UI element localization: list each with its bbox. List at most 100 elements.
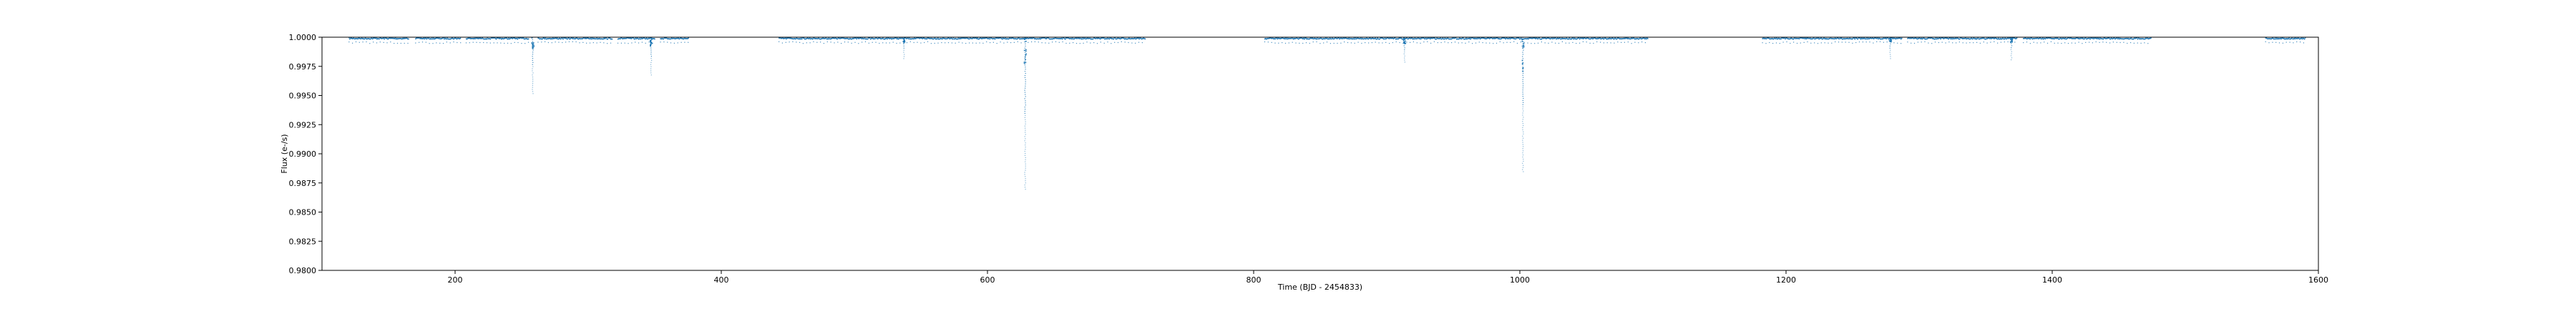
flux-point	[909, 38, 911, 40]
flux-point	[1513, 38, 1516, 39]
flux-point	[2120, 38, 2122, 39]
flux-point	[2084, 37, 2086, 39]
flux-point	[1397, 38, 1399, 40]
flux-point	[2290, 38, 2291, 40]
flux-point	[628, 37, 630, 39]
flux-point	[668, 38, 670, 39]
flux-point	[1378, 42, 1380, 44]
flux-point	[1851, 38, 1853, 40]
flux-point	[400, 38, 402, 39]
flux-point	[2093, 38, 2094, 40]
flux-point	[927, 41, 929, 42]
flux-point	[1380, 37, 1382, 39]
flux-point	[1025, 157, 1026, 158]
flux-point	[2102, 38, 2104, 40]
flux-point	[1445, 38, 1448, 40]
flux-point	[891, 38, 893, 40]
flux-point	[1005, 37, 1006, 39]
flux-point	[1516, 42, 1518, 44]
flux-point	[1025, 188, 1026, 190]
flux-point	[1933, 38, 1934, 39]
flux-point	[1267, 37, 1269, 39]
flux-point	[538, 37, 540, 39]
flux-point	[1875, 37, 1877, 39]
flux-point	[1865, 37, 1868, 39]
flux-point	[383, 37, 384, 39]
flux-point	[1865, 41, 1867, 43]
flux-point	[1936, 38, 1937, 40]
flux-point	[1008, 38, 1009, 40]
flux-point	[1510, 41, 1511, 43]
flux-point	[1504, 37, 1506, 39]
flux-point	[1406, 37, 1407, 39]
flux-point	[493, 37, 495, 39]
flux-point	[1131, 38, 1132, 39]
flux-point	[681, 38, 683, 39]
flux-point	[1285, 38, 1287, 40]
flux-point	[640, 37, 643, 39]
flux-point	[854, 37, 856, 39]
flux-point	[2129, 38, 2130, 39]
flux-point	[1898, 37, 1900, 39]
flux-point	[1554, 37, 1556, 39]
flux-point	[490, 37, 492, 39]
flux-point	[1053, 38, 1055, 39]
flux-point	[1017, 38, 1019, 39]
flux-point	[2104, 37, 2106, 39]
observation-segment	[779, 37, 1146, 44]
flux-point	[1397, 38, 1398, 39]
flux-point	[1773, 37, 1775, 39]
flux-point	[866, 38, 868, 40]
flux-point	[1927, 37, 1929, 39]
flux-point	[1501, 37, 1503, 39]
flux-point	[965, 37, 967, 39]
flux-point	[2008, 38, 2009, 39]
flux-point	[1872, 37, 1873, 39]
flux-point	[577, 38, 579, 39]
flux-point	[1585, 38, 1586, 39]
flux-point	[1548, 37, 1550, 39]
flux-point	[453, 41, 454, 43]
flux-point	[1603, 38, 1605, 40]
flux-point	[1899, 37, 1901, 39]
flux-point	[2083, 38, 2084, 40]
transit-dip	[1023, 37, 1027, 190]
flux-point	[1832, 38, 1834, 39]
flux-point	[1347, 41, 1349, 44]
flux-point	[575, 37, 577, 39]
flux-point	[970, 37, 971, 39]
flux-point	[1283, 38, 1285, 39]
flux-point	[995, 37, 997, 39]
flux-point	[532, 93, 534, 94]
flux-point	[1863, 38, 1865, 39]
flux-point	[499, 37, 501, 39]
flux-point	[401, 38, 403, 40]
flux-point	[552, 37, 554, 39]
flux-point	[1880, 38, 1882, 40]
flux-point	[568, 37, 570, 39]
flux-point	[814, 37, 815, 39]
flux-point	[921, 37, 923, 39]
flux-point	[1838, 38, 1840, 40]
flux-point	[1467, 37, 1468, 39]
flux-point	[572, 38, 573, 39]
flux-point	[902, 37, 904, 39]
flux-point	[1973, 37, 1974, 39]
flux-point	[1358, 38, 1360, 39]
flux-point	[1041, 37, 1043, 39]
flux-point	[1990, 38, 1992, 39]
flux-point	[1118, 37, 1121, 39]
flux-point	[1496, 37, 1497, 39]
flux-point	[1969, 42, 1971, 44]
flux-point	[2102, 41, 2104, 43]
flux-point	[1014, 38, 1015, 39]
flux-point	[1000, 41, 1001, 43]
flux-point	[609, 37, 611, 39]
flux-point	[1274, 42, 1276, 44]
flux-point	[1408, 37, 1410, 39]
flux-point	[2142, 38, 2144, 39]
flux-point	[1581, 38, 1583, 39]
flux-point	[625, 37, 626, 39]
flux-point	[1641, 41, 1643, 43]
flux-point	[864, 41, 867, 42]
